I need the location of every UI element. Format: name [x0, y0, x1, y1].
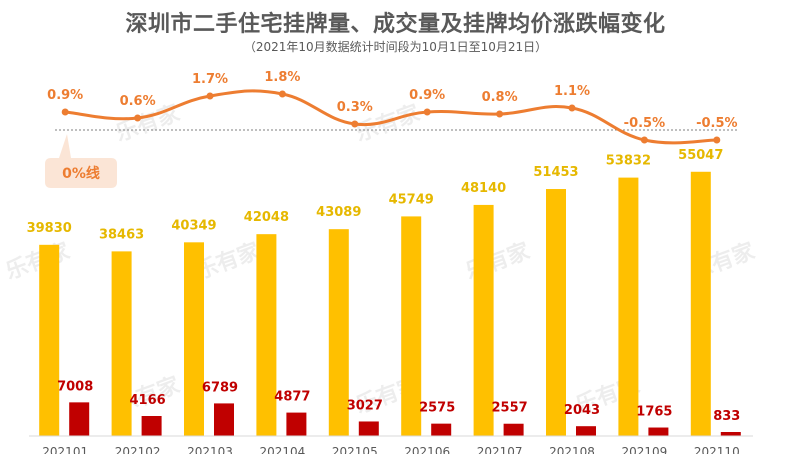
deals-data-label: 2043 — [564, 403, 600, 418]
price-change-point — [640, 136, 648, 144]
deals-data-label: 2557 — [492, 401, 528, 416]
listings-bar — [473, 204, 494, 436]
deals-bar — [358, 421, 379, 436]
listings-data-label: 48140 — [461, 181, 506, 196]
price-change-data-label: 1.8% — [264, 70, 300, 85]
zero-line-label: 0%线 — [62, 165, 100, 182]
x-tick-label: 202109 — [621, 445, 667, 454]
price-change-data-label: 0.9% — [47, 88, 83, 103]
price-change-point — [61, 108, 69, 116]
listings-data-label: 38463 — [99, 227, 144, 242]
price-change-point — [423, 108, 431, 116]
listings-bar — [690, 171, 711, 436]
price-change-point — [496, 110, 504, 118]
listings-bar — [618, 177, 639, 437]
listings-data-label: 39830 — [27, 221, 72, 236]
deals-bar — [286, 412, 307, 436]
deals-bar — [431, 423, 452, 436]
watermark-logo: 乐有家 — [462, 238, 534, 285]
deals-bar — [214, 403, 234, 436]
deals-data-label: 833 — [713, 409, 740, 424]
listings-data-label: 55047 — [678, 148, 723, 163]
x-tick-label: 202105 — [332, 445, 378, 454]
price-change-point — [351, 120, 359, 128]
listings-bar — [328, 229, 349, 436]
price-change-line — [65, 89, 717, 145]
deals-bar — [69, 402, 90, 436]
deals-data-label: 2575 — [419, 401, 455, 416]
listings-data-label: 43089 — [316, 205, 361, 220]
price-change-point — [568, 104, 576, 112]
listings-data-label: 53832 — [606, 154, 651, 169]
listings-bar — [39, 244, 60, 436]
x-tick-label: 202107 — [477, 445, 523, 454]
x-tick-label: 202106 — [404, 445, 450, 454]
deals-bar — [648, 427, 669, 436]
deals-data-label: 3027 — [347, 398, 383, 413]
watermark-logo: 乐有家 — [2, 238, 74, 285]
deals-data-label: 4877 — [274, 390, 310, 405]
listings-bar — [401, 216, 422, 436]
price-change-point — [713, 136, 721, 144]
price-change-data-label: 0.3% — [337, 100, 373, 115]
deals-data-label: 6789 — [202, 380, 238, 395]
price-change-point — [206, 92, 214, 100]
deals-data-label: 7008 — [57, 379, 93, 394]
x-tick-label: 202110 — [694, 445, 740, 454]
deals-bar — [720, 432, 741, 436]
listings-bar — [184, 242, 204, 436]
price-change-data-label: 0.6% — [120, 94, 156, 109]
x-tick-label: 202104 — [259, 445, 305, 454]
deals-bar — [576, 426, 596, 436]
deals-data-label: 4166 — [130, 393, 166, 408]
price-change-data-label: 1.7% — [192, 72, 228, 87]
chart-subtitle: （2021年10月数据统计时间段为10月1日至10月21日） — [243, 40, 548, 54]
price-change-data-label: -0.5% — [624, 116, 665, 131]
price-change-data-label: 0.8% — [482, 90, 518, 105]
listings-bar — [546, 189, 566, 436]
listings-bar — [256, 234, 277, 436]
price-change-data-label: 1.1% — [554, 84, 590, 99]
listings-bar — [111, 251, 132, 436]
price-change-data-label: -0.5% — [696, 116, 737, 131]
listings-data-label: 40349 — [171, 218, 216, 233]
x-tick-label: 202108 — [549, 445, 595, 454]
x-tick-label: 202101 — [42, 445, 88, 454]
deals-bar — [503, 423, 524, 436]
x-tick-label: 202102 — [115, 445, 161, 454]
listings-data-label: 51453 — [533, 165, 578, 180]
deals-bar — [141, 416, 162, 436]
listings-data-label: 42048 — [244, 210, 289, 225]
price-change-data-label: 0.9% — [409, 88, 445, 103]
zero-line-callout-box — [45, 134, 117, 188]
price-change-point — [278, 90, 286, 98]
price-change-point — [134, 114, 142, 122]
listings-data-label: 45749 — [389, 192, 434, 207]
x-tick-label: 202103 — [187, 445, 233, 454]
deals-data-label: 1765 — [636, 405, 672, 420]
chart-title: 深圳市二手住宅挂牌量、成交量及挂牌均价涨跌幅变化 — [125, 12, 666, 37]
